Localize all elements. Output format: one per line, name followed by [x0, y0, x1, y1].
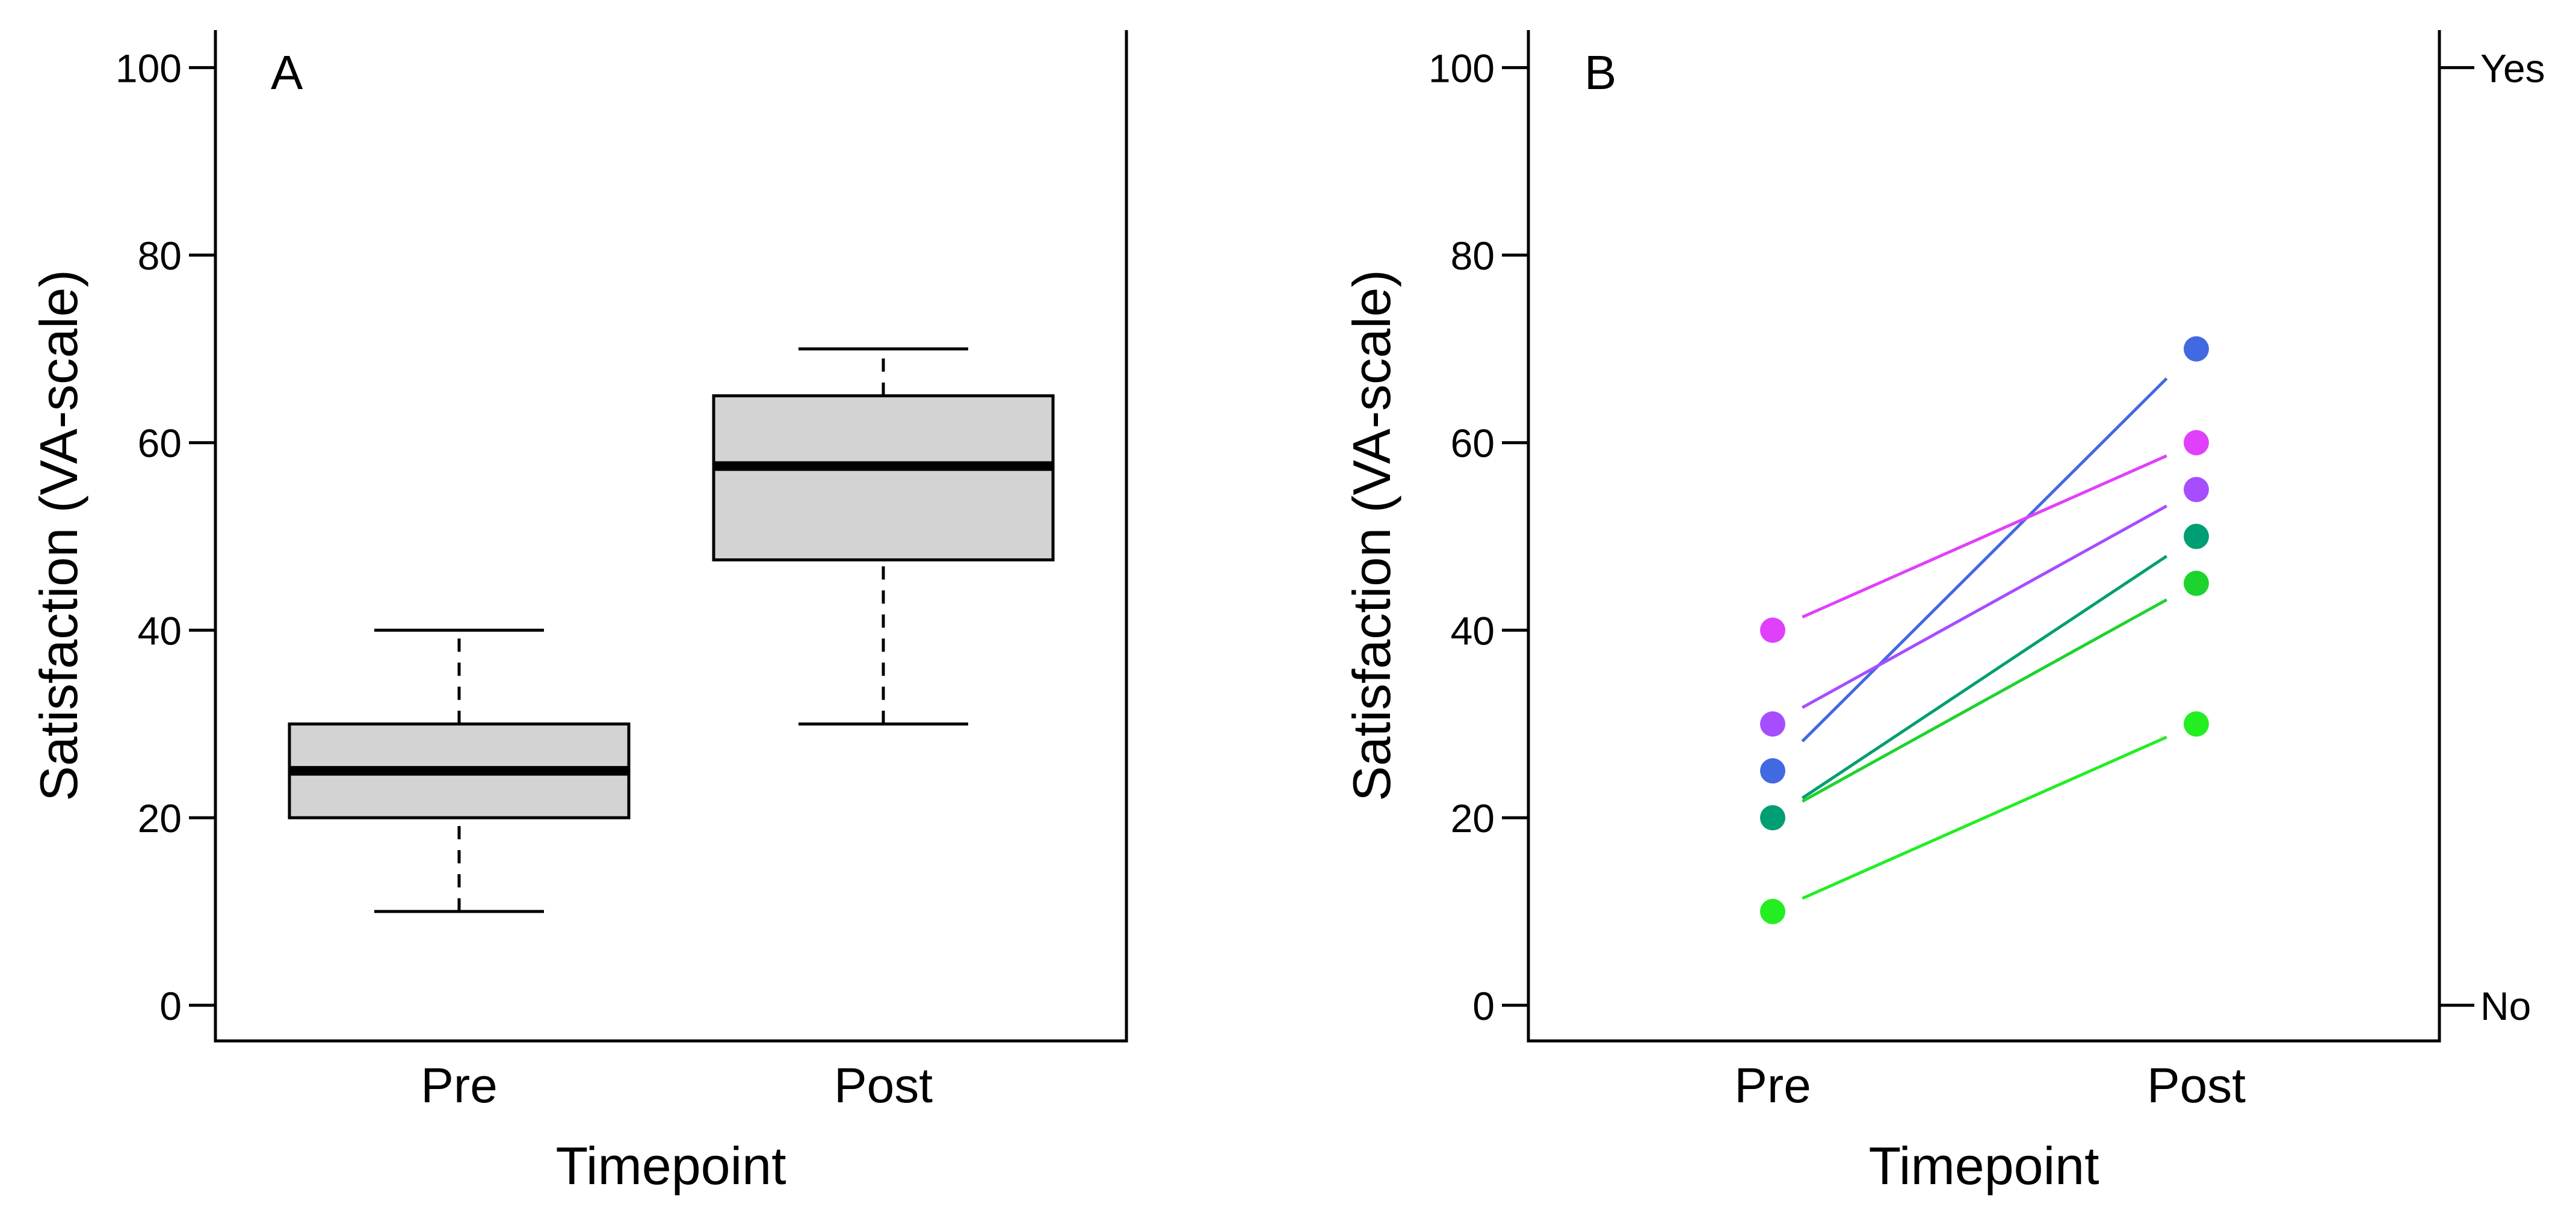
panel-b-secondary-axis: No Yes: [2439, 46, 2545, 1028]
point-post: [2184, 336, 2209, 362]
y-tick-label: 0: [1472, 984, 1495, 1028]
panel-a-boxes: [288, 347, 1055, 913]
point-pre: [1760, 758, 1785, 784]
y-tick-label: 60: [1451, 421, 1495, 466]
panel-a-x-title: Timepoint: [555, 1136, 786, 1196]
series-line-participant-5: [1802, 598, 2167, 803]
y-tick-label: 100: [1429, 46, 1495, 90]
panel-b-y-title: Satisfaction (VA-scale): [1342, 270, 1401, 801]
series-line-participant-3: [1802, 504, 2167, 709]
secondary-tick-label: No: [2480, 984, 2531, 1028]
y-tick-label: 0: [159, 984, 182, 1028]
panel-a: A 0 20 40 60 80 100 Pre Post Timepoint Satisfa…: [29, 30, 1128, 1196]
panel-b-x-title: Timepoint: [1868, 1136, 2099, 1196]
series-line-participant-1: [1801, 377, 2168, 742]
y-tick-label: 60: [138, 421, 182, 466]
panel-a-y-title: Satisfaction (VA-scale): [29, 270, 88, 801]
y-tick-label: 80: [1451, 233, 1495, 278]
panel-b-y-axis: 0 20 40 60 80 100: [1429, 46, 1530, 1028]
panel-a-x-categories: Pre Post: [421, 1058, 933, 1113]
panel-b-points: [1760, 336, 2209, 924]
series-line-participant-4: [1801, 555, 2168, 800]
series-line-participant-2: [1802, 454, 2167, 619]
y-tick-label: 20: [138, 796, 182, 841]
point-pre: [1760, 805, 1785, 831]
panel-a-tag: A: [271, 46, 303, 99]
y-tick-label: 20: [1451, 796, 1495, 841]
point-pre: [1760, 898, 1785, 924]
panel-a-y-axis: 0 20 40 60 80 100: [116, 46, 217, 1028]
box-post: [712, 347, 1055, 726]
panel-b: B 0 20 40 60 80 100 No Yes Pre Post Timepoint S…: [1342, 30, 2545, 1196]
point-post: [2184, 570, 2209, 596]
box-iqr: [712, 394, 1055, 562]
panel-b-tag: B: [1584, 46, 1616, 99]
y-tick-label: 80: [138, 233, 182, 278]
point-pre: [1760, 617, 1785, 643]
point-post: [2184, 523, 2209, 549]
box-pre: [288, 628, 631, 913]
y-tick-label: 40: [138, 608, 182, 653]
point-post: [2184, 477, 2209, 502]
y-tick-label: 100: [116, 46, 182, 90]
x-category-label: Post: [834, 1058, 933, 1113]
x-category-label: Post: [2147, 1058, 2246, 1113]
point-post: [2184, 430, 2209, 455]
panel-b-x-categories: Pre Post: [1734, 1058, 2246, 1113]
x-category-label: Pre: [1734, 1058, 1811, 1113]
series-line-participant-6: [1802, 735, 2167, 900]
point-pre: [1760, 711, 1785, 737]
y-tick-label: 40: [1451, 608, 1495, 653]
secondary-tick-label: Yes: [2480, 46, 2545, 90]
point-post: [2184, 711, 2209, 737]
x-category-label: Pre: [421, 1058, 498, 1113]
panel-b-lines: [1801, 377, 2168, 900]
